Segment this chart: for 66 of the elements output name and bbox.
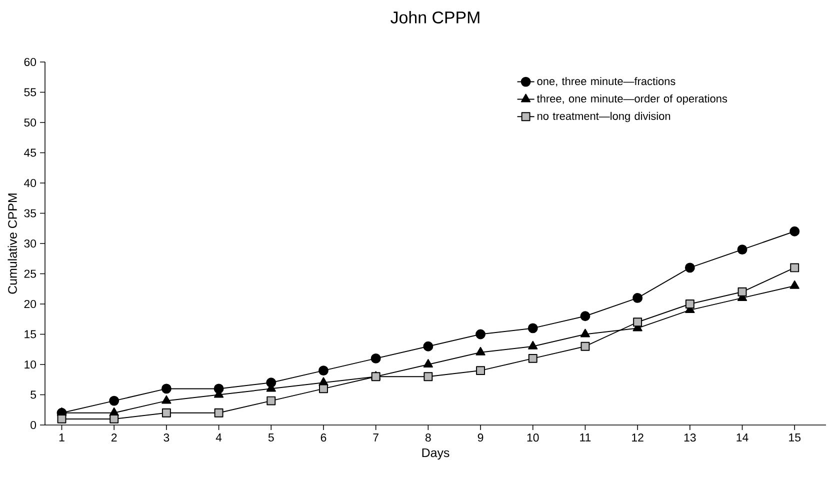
point	[580, 328, 590, 338]
y-tick-label: 15	[24, 330, 36, 338]
point	[738, 287, 747, 296]
y-axis-title: Cumulative CPPM	[8, 194, 17, 294]
x-tick-label: 3	[164, 434, 170, 442]
point	[214, 408, 224, 418]
x-tick-label: 15	[789, 434, 800, 442]
point	[109, 396, 120, 406]
y-tick-label: 25	[24, 270, 36, 278]
x-tick-label: 8	[425, 434, 431, 442]
y-tick-label: 10	[24, 360, 36, 369]
x-tick-label: 6	[320, 434, 326, 442]
x-tick-label: 12	[632, 434, 644, 442]
point	[528, 340, 538, 350]
x-tick-label: 7	[373, 434, 378, 442]
x-tick-label: 2	[111, 434, 117, 442]
point	[790, 226, 800, 236]
y-tick-label: 40	[24, 178, 36, 188]
point	[318, 366, 328, 376]
point	[528, 354, 538, 363]
point	[580, 311, 590, 322]
chart-title: John CPPM	[390, 11, 480, 24]
point	[790, 263, 800, 272]
point	[370, 353, 381, 364]
legend-label: one, three minute—fractions	[537, 77, 676, 86]
x-axis-title: Days	[422, 448, 450, 460]
x-tick-label: 1	[59, 434, 64, 442]
x-tick-label: 10	[527, 434, 539, 442]
point	[633, 318, 642, 327]
point	[685, 300, 694, 308]
legend-label: no treatment—long division	[538, 112, 670, 122]
point	[266, 396, 276, 406]
y-tick-label: 35	[24, 209, 36, 218]
point	[423, 359, 433, 368]
point	[476, 366, 486, 376]
point	[161, 384, 172, 394]
point	[162, 395, 172, 404]
point	[319, 384, 328, 394]
y-tick-label: 50	[24, 118, 36, 127]
y-tick-label: 0	[30, 420, 36, 430]
x-tick-label: 11	[580, 434, 591, 442]
point	[162, 408, 171, 418]
point	[424, 372, 433, 382]
x-tick-label: 5	[268, 434, 274, 442]
point	[423, 341, 434, 352]
point	[684, 262, 695, 273]
x-tick-label: 13	[684, 434, 696, 442]
y-tick-label: 45	[24, 148, 36, 157]
legend-label: three, one minute—order of operations	[536, 94, 728, 105]
y-tick-label: 55	[24, 88, 36, 96]
point	[737, 244, 748, 255]
y-tick-label: 60	[24, 58, 36, 66]
point	[790, 280, 800, 289]
point	[476, 329, 486, 340]
point	[476, 346, 486, 356]
y-tick-label: 20	[24, 300, 36, 308]
y-tick-label: 5	[30, 390, 36, 399]
x-tick-label: 4	[216, 434, 222, 442]
y-tick-label: 30	[24, 239, 36, 248]
x-tick-label: 14	[736, 434, 748, 442]
point	[57, 414, 66, 424]
x-tick-label: 9	[478, 434, 484, 442]
point	[580, 342, 590, 351]
point	[528, 323, 538, 334]
point	[632, 292, 643, 303]
point	[110, 414, 119, 424]
